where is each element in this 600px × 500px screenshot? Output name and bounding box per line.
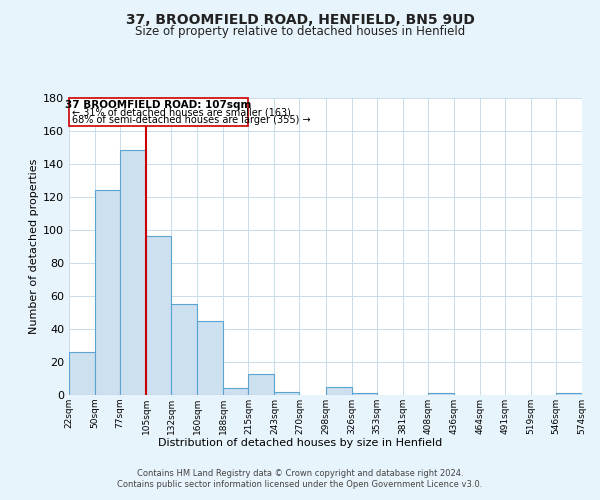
Bar: [95, 190, 120, 395]
Text: 37, BROOMFIELD ROAD, HENFIELD, BN5 9UD: 37, BROOMFIELD ROAD, HENFIELD, BN5 9UD: [125, 12, 475, 26]
Text: 68% of semi-detached houses are larger (355) →: 68% of semi-detached houses are larger (…: [72, 115, 310, 125]
Bar: [146, 236, 171, 395]
FancyBboxPatch shape: [69, 98, 248, 126]
Bar: [248, 374, 274, 395]
Text: 37 BROOMFIELD ROAD: 107sqm: 37 BROOMFIELD ROAD: 107sqm: [65, 100, 252, 110]
Text: Contains public sector information licensed under the Open Government Licence v3: Contains public sector information licen…: [118, 480, 482, 489]
Bar: [274, 392, 299, 395]
Bar: [120, 150, 146, 395]
Y-axis label: Number of detached properties: Number of detached properties: [29, 158, 39, 334]
Bar: [197, 320, 223, 395]
Bar: [352, 394, 377, 395]
Text: ← 31% of detached houses are smaller (163): ← 31% of detached houses are smaller (16…: [72, 108, 290, 118]
Bar: [171, 304, 197, 395]
Text: Distribution of detached houses by size in Henfield: Distribution of detached houses by size …: [158, 438, 442, 448]
Text: Size of property relative to detached houses in Henfield: Size of property relative to detached ho…: [135, 25, 465, 38]
Bar: [223, 388, 248, 395]
Bar: [325, 386, 352, 395]
Text: Contains HM Land Registry data © Crown copyright and database right 2024.: Contains HM Land Registry data © Crown c…: [137, 469, 463, 478]
Bar: [69, 352, 95, 395]
Bar: [556, 394, 582, 395]
Bar: [428, 394, 454, 395]
